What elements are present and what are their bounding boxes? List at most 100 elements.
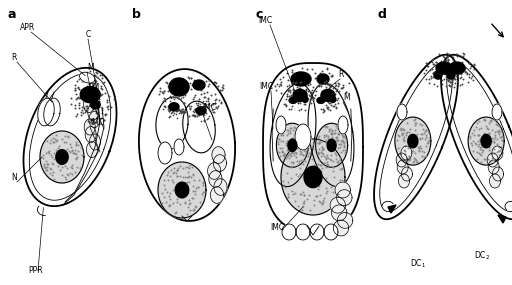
Point bbox=[480, 117, 488, 122]
Point bbox=[193, 103, 201, 108]
Point bbox=[316, 193, 325, 198]
Point bbox=[345, 81, 353, 85]
Point bbox=[457, 72, 465, 76]
Point bbox=[176, 163, 184, 168]
Point bbox=[209, 109, 217, 114]
Point bbox=[295, 152, 304, 157]
Point bbox=[173, 89, 181, 93]
Point bbox=[486, 117, 495, 122]
Point bbox=[52, 148, 60, 153]
Point bbox=[493, 123, 501, 127]
Point bbox=[470, 61, 478, 66]
Point bbox=[429, 74, 437, 79]
Point bbox=[83, 84, 91, 88]
Point bbox=[217, 101, 225, 105]
Point bbox=[173, 86, 181, 90]
Point bbox=[188, 196, 197, 200]
Point bbox=[283, 154, 291, 158]
Point bbox=[161, 99, 169, 103]
Point bbox=[326, 100, 334, 105]
Point bbox=[280, 152, 288, 156]
Point bbox=[300, 192, 308, 197]
Point bbox=[177, 111, 185, 115]
Polygon shape bbox=[327, 139, 336, 151]
Point bbox=[416, 137, 424, 142]
Point bbox=[71, 106, 79, 110]
Polygon shape bbox=[492, 104, 502, 120]
Point bbox=[57, 150, 65, 155]
Polygon shape bbox=[214, 179, 227, 195]
Point bbox=[461, 70, 470, 74]
Point bbox=[92, 119, 100, 124]
Point bbox=[495, 153, 503, 158]
Point bbox=[58, 137, 66, 141]
Point bbox=[495, 130, 503, 135]
Point bbox=[332, 89, 340, 93]
Polygon shape bbox=[282, 224, 296, 240]
Polygon shape bbox=[208, 163, 221, 179]
Point bbox=[180, 101, 188, 105]
Point bbox=[423, 64, 432, 68]
Point bbox=[475, 141, 483, 146]
Polygon shape bbox=[401, 146, 412, 160]
Point bbox=[205, 82, 213, 86]
Point bbox=[438, 82, 446, 87]
Point bbox=[301, 148, 309, 153]
Point bbox=[437, 64, 445, 69]
Point bbox=[295, 86, 304, 90]
Point bbox=[396, 152, 404, 157]
Point bbox=[189, 208, 198, 212]
Point bbox=[166, 99, 174, 103]
Point bbox=[288, 70, 296, 74]
Point bbox=[476, 152, 484, 156]
Point bbox=[327, 103, 335, 108]
Point bbox=[163, 173, 172, 177]
Point bbox=[287, 126, 295, 131]
Point bbox=[185, 201, 193, 206]
Point bbox=[442, 55, 451, 60]
Point bbox=[92, 102, 100, 106]
Point bbox=[164, 89, 173, 93]
Point bbox=[400, 147, 408, 152]
Point bbox=[496, 148, 504, 152]
Point bbox=[191, 189, 199, 194]
Point bbox=[470, 63, 478, 67]
Text: c: c bbox=[256, 8, 263, 21]
Point bbox=[444, 60, 453, 64]
Point bbox=[278, 132, 286, 137]
Point bbox=[200, 108, 208, 112]
Point bbox=[89, 86, 97, 91]
Point bbox=[316, 150, 325, 154]
Point bbox=[285, 87, 293, 92]
Point bbox=[293, 158, 301, 163]
Point bbox=[281, 152, 289, 157]
Point bbox=[326, 85, 334, 89]
Point bbox=[189, 173, 197, 178]
Point bbox=[282, 104, 290, 108]
Point bbox=[98, 80, 106, 85]
Point bbox=[179, 166, 187, 170]
Point bbox=[322, 186, 330, 191]
Point bbox=[183, 175, 191, 180]
Point bbox=[447, 70, 455, 74]
Point bbox=[175, 111, 183, 115]
Point bbox=[480, 131, 488, 135]
Point bbox=[307, 90, 315, 95]
Point bbox=[289, 86, 297, 91]
Point bbox=[448, 82, 456, 87]
Point bbox=[406, 157, 414, 162]
Point bbox=[400, 135, 408, 140]
Point bbox=[334, 95, 343, 100]
Polygon shape bbox=[24, 68, 117, 206]
Point bbox=[90, 105, 98, 110]
Polygon shape bbox=[447, 71, 455, 79]
Point bbox=[339, 133, 347, 138]
Point bbox=[285, 93, 293, 98]
Point bbox=[396, 127, 404, 131]
Point bbox=[328, 74, 336, 78]
Point bbox=[72, 92, 80, 96]
Point bbox=[208, 107, 216, 112]
Point bbox=[197, 88, 205, 93]
Point bbox=[443, 60, 452, 65]
Point bbox=[169, 170, 177, 175]
